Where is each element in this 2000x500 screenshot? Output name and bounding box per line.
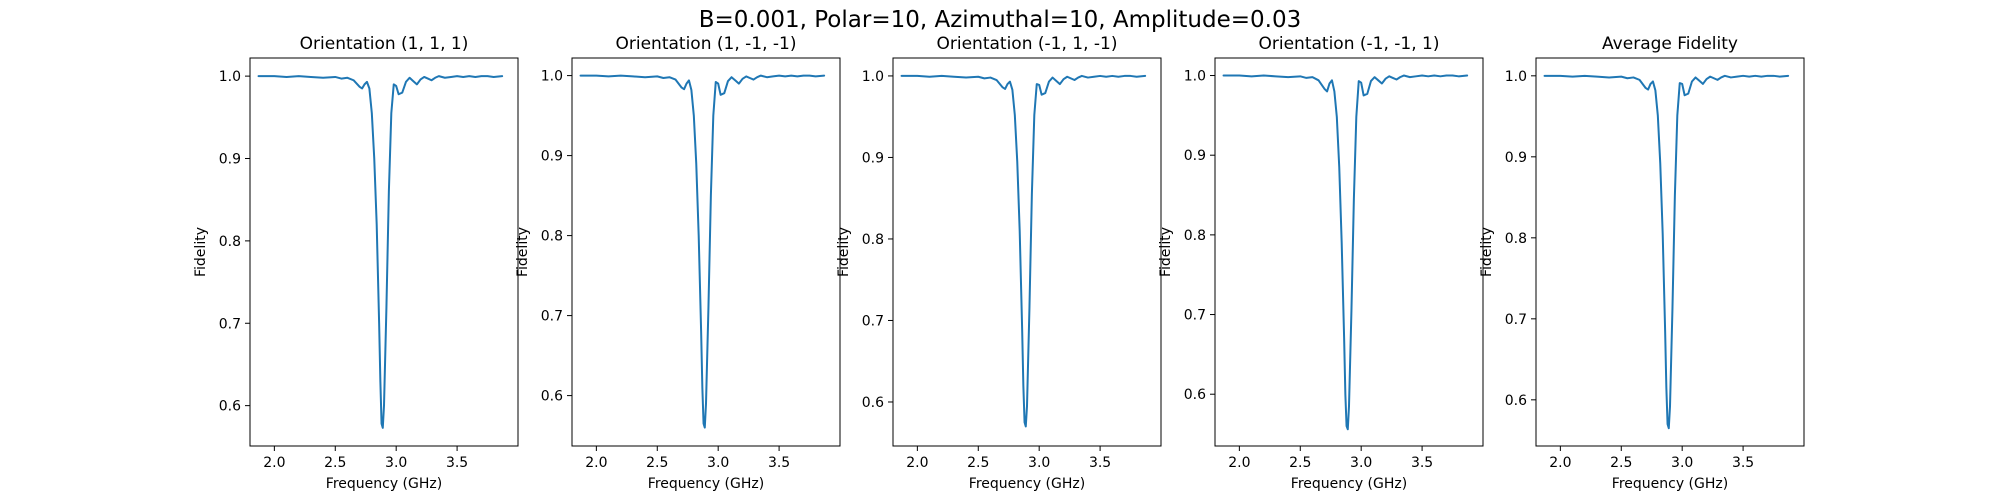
- subplot-title: Orientation (1, 1, 1): [300, 34, 469, 54]
- y-tick-label: 0.8: [541, 229, 563, 245]
- y-tick-label: 0.6: [541, 389, 563, 405]
- y-tick-label: 0.7: [1184, 308, 1206, 324]
- y-tick-label: 1.0: [541, 69, 563, 85]
- subplot-title: Average Fidelity: [1602, 34, 1738, 54]
- subplot-4: Orientation (-1, -1, 1) 2.0 2.5 3.0 3.5 0.6 0.…: [1158, 34, 1484, 492]
- fidelity-line: [579, 74, 826, 429]
- y-tick-label: 1.0: [219, 69, 241, 85]
- y-axis-label: Fidelity: [193, 227, 209, 277]
- subplot-2: Orientation (1, -1, -1) 2.0 2.5 3.0 3.5 0.6 0.…: [515, 34, 841, 492]
- y-axis-label: Fidelity: [836, 227, 852, 277]
- y-axis-label: Fidelity: [1479, 227, 1495, 277]
- y-tick-label: 0.7: [862, 313, 884, 329]
- y-tick-label: 0.7: [541, 309, 563, 325]
- y-tick-label: 0.7: [1505, 312, 1527, 328]
- subplot-title: Orientation (-1, 1, -1): [937, 34, 1118, 54]
- figure-suptitle: B=0.001, Polar=10, Azimuthal=10, Amplitu…: [699, 7, 1302, 33]
- x-tick-label: 2.5: [1610, 455, 1632, 471]
- fidelity-line: [1222, 74, 1469, 431]
- axes-frame: [892, 57, 1162, 447]
- y-tick-label: 0.9: [541, 149, 563, 165]
- y-tick-label: 0.8: [862, 232, 884, 248]
- subplot-title: Orientation (1, -1, -1): [616, 34, 797, 54]
- x-tick-label: 3.5: [1411, 455, 1433, 471]
- x-tick-label: 3.0: [385, 455, 407, 471]
- x-tick-label: 3.5: [446, 455, 468, 471]
- x-tick-label: 3.0: [707, 455, 729, 471]
- x-tick-label: 3.0: [1028, 455, 1050, 471]
- x-tick-label: 3.0: [1350, 455, 1372, 471]
- y-tick-label: 0.6: [219, 399, 241, 415]
- y-tick-label: 0.8: [1184, 228, 1206, 244]
- y-tick-label: 1.0: [862, 69, 884, 85]
- x-tick-label: 3.5: [1732, 455, 1754, 471]
- x-tick-label: 3.5: [1089, 455, 1111, 471]
- x-tick-label: 2.5: [646, 455, 668, 471]
- x-axis-label: Frequency (GHz): [648, 476, 764, 492]
- axes-layer: Orientation (1, 1, 1) 2.0 2.5 3.0 3.5 0.6 0.7 0…: [193, 34, 1805, 492]
- y-tick-label: 1.0: [1505, 69, 1527, 85]
- axes-frame: [1535, 57, 1805, 447]
- x-axis-label: Frequency (GHz): [1612, 476, 1728, 492]
- axes-frame: [249, 57, 519, 447]
- y-tick-label: 0.9: [1184, 148, 1206, 164]
- y-tick-label: 0.7: [219, 316, 241, 332]
- x-axis-label: Frequency (GHz): [1291, 476, 1407, 492]
- subplot-1: Orientation (1, 1, 1) 2.0 2.5 3.0 3.5 0.6 0.7 0…: [193, 34, 519, 492]
- subplot-title: Orientation (-1, -1, 1): [1259, 34, 1440, 54]
- x-tick-label: 2.0: [585, 455, 607, 471]
- fidelity-line: [257, 75, 504, 429]
- x-axis-label: Frequency (GHz): [326, 476, 442, 492]
- y-tick-label: 0.8: [219, 234, 241, 250]
- y-tick-label: 0.9: [862, 150, 884, 166]
- x-tick-label: 3.5: [768, 455, 790, 471]
- y-tick-label: 0.6: [1184, 387, 1206, 403]
- fidelity-line: [1543, 74, 1790, 430]
- x-axis-label: Frequency (GHz): [969, 476, 1085, 492]
- x-tick-label: 2.0: [263, 455, 285, 471]
- y-tick-label: 0.9: [1505, 150, 1527, 166]
- x-tick-label: 2.0: [1549, 455, 1571, 471]
- y-tick-label: 0.6: [1505, 393, 1527, 409]
- subplot-5: Average Fidelity 2.0 2.5 3.0 3.5 0.6 0.7 0.8 0.9…: [1479, 34, 1805, 492]
- y-tick-label: 0.6: [862, 395, 884, 411]
- y-axis-label: Fidelity: [515, 227, 531, 277]
- x-tick-label: 2.5: [967, 455, 989, 471]
- fidelity-line: [900, 74, 1147, 428]
- y-axis-label: Fidelity: [1158, 227, 1174, 277]
- axes-frame: [571, 57, 841, 447]
- subplot-3: Orientation (-1, 1, -1) 2.0 2.5 3.0 3.5 0.6 0.…: [836, 34, 1162, 492]
- x-tick-label: 3.0: [1671, 455, 1693, 471]
- x-tick-label: 2.0: [906, 455, 928, 471]
- y-tick-label: 0.9: [219, 152, 241, 168]
- x-tick-label: 2.5: [1289, 455, 1311, 471]
- x-tick-label: 2.5: [324, 455, 346, 471]
- y-tick-label: 1.0: [1184, 69, 1206, 85]
- axes-frame: [1214, 57, 1484, 447]
- y-tick-label: 0.8: [1505, 231, 1527, 247]
- x-tick-label: 2.0: [1228, 455, 1250, 471]
